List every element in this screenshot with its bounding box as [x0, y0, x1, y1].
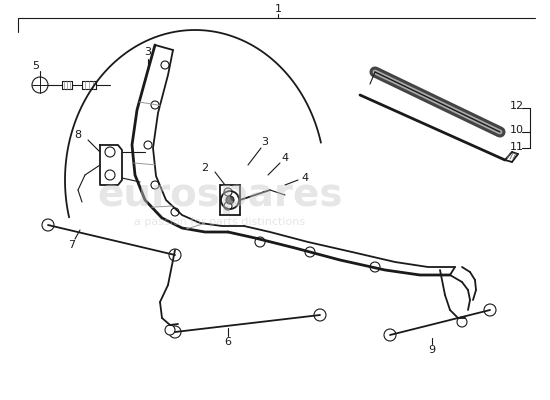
Circle shape [384, 329, 396, 341]
Text: 9: 9 [428, 345, 436, 355]
Text: 3: 3 [261, 137, 268, 147]
Circle shape [169, 249, 181, 261]
Text: 2: 2 [201, 163, 208, 173]
Circle shape [165, 325, 175, 335]
Circle shape [484, 304, 496, 316]
Text: 6: 6 [224, 337, 232, 347]
Circle shape [42, 219, 54, 231]
Circle shape [255, 237, 265, 247]
Text: a passion for parts distinctions: a passion for parts distinctions [134, 217, 306, 227]
Text: 5: 5 [32, 61, 40, 71]
Circle shape [151, 181, 159, 189]
Circle shape [161, 61, 169, 69]
Text: 4: 4 [301, 173, 309, 183]
Text: 3: 3 [145, 47, 151, 57]
Text: 4: 4 [282, 153, 289, 163]
Circle shape [457, 317, 467, 327]
Text: 12: 12 [510, 101, 524, 111]
Text: 8: 8 [74, 130, 81, 140]
Text: 10: 10 [510, 125, 524, 135]
Circle shape [370, 262, 380, 272]
Circle shape [144, 141, 152, 149]
Circle shape [305, 247, 315, 257]
Text: 1: 1 [274, 4, 282, 14]
Text: 7: 7 [68, 240, 75, 250]
Circle shape [171, 208, 179, 216]
Circle shape [151, 101, 159, 109]
Text: eurospares: eurospares [97, 176, 343, 214]
Circle shape [169, 326, 181, 338]
Text: 11: 11 [510, 142, 524, 152]
Circle shape [226, 196, 234, 204]
Circle shape [314, 309, 326, 321]
